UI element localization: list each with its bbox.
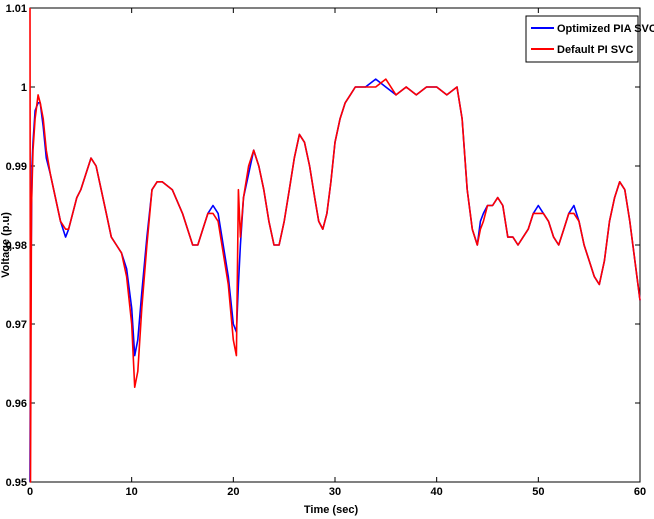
x-axis-label: Time (sec) xyxy=(304,504,359,516)
x-tick-label: 30 xyxy=(329,486,341,498)
legend-box xyxy=(525,15,639,63)
series-lines xyxy=(29,7,641,483)
legend-label-default: Default PI SVC xyxy=(557,44,633,56)
y-tick-label: 0.98 xyxy=(6,240,27,252)
legend: Optimized PIA SVC Default PI SVC xyxy=(525,15,654,63)
y-axis-label: Voltage (p.u) xyxy=(0,212,12,278)
x-tick-label: 50 xyxy=(532,486,544,498)
y-tick-label: 1 xyxy=(21,82,27,94)
y-tick-label: 1.01 xyxy=(6,3,27,15)
x-tick-label: 40 xyxy=(431,486,443,498)
x-tick-label: 20 xyxy=(227,486,239,498)
x-tick-label: 10 xyxy=(126,486,138,498)
y-tick-label: 0.97 xyxy=(6,319,27,331)
y-tick-label: 0.95 xyxy=(6,477,27,489)
x-tick-labels: 0 10 20 30 40 50 60 xyxy=(27,486,646,498)
legend-label-optimized: Optimized PIA SVC xyxy=(557,23,654,35)
y-tick-label: 0.96 xyxy=(6,398,27,410)
y-tick-label: 0.99 xyxy=(6,161,27,173)
x-tick-label: 0 xyxy=(27,486,33,498)
series-line-default-pi-svc xyxy=(29,7,641,483)
y-tick-labels: 0.95 0.96 0.97 0.98 0.99 1 1.01 xyxy=(6,3,27,489)
x-tick-label: 60 xyxy=(634,486,646,498)
